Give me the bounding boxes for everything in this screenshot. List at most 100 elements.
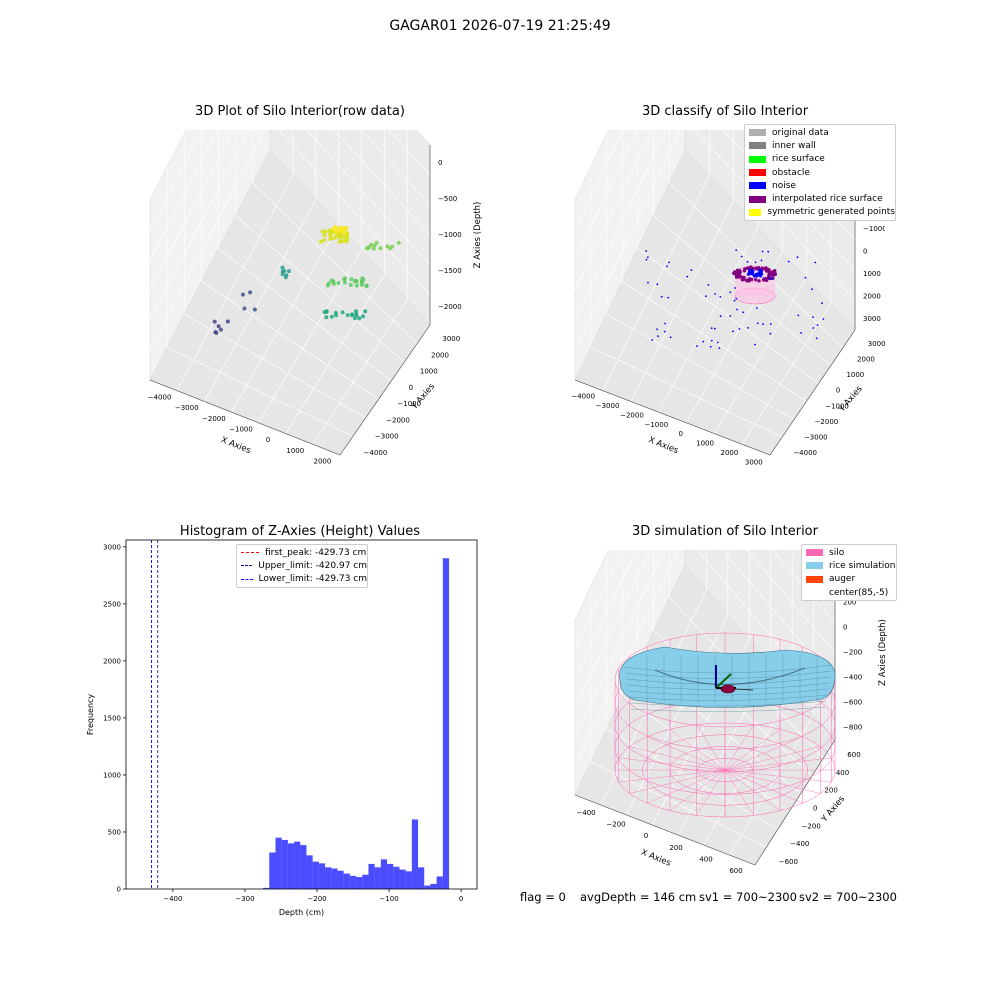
noise-point [754,273,758,277]
cls-x-axis-label: X Axies [647,435,680,456]
sim-z-tick-label: −600 [843,699,862,707]
noise-point [732,330,734,333]
histogram-bar [430,883,437,889]
simulation-legend-item: silo [802,546,896,559]
silo-floor-spoke [629,746,726,771]
cls-x-tick-label: 2000 [721,449,739,457]
raw-y-axis [339,324,431,456]
noise-point [710,327,713,330]
raw-data-point [366,245,371,250]
legend-line [241,565,253,567]
histogram-legend-item: Lower_limit: -429.73 cm [237,573,367,586]
cls-z-tick-label: 3000 [863,315,881,323]
classify-legend: original data inner wall rice surface obsta… [744,124,896,222]
interpolated-point [757,279,761,283]
legend-label: original data [772,127,829,138]
noise-point [718,347,721,350]
raw-data-point [354,283,359,288]
noise-point [787,260,790,263]
histogram-bar [312,861,319,889]
sim-grid [626,614,729,816]
cls-x-axis [574,379,771,456]
raw-data-point [324,309,329,314]
raw-data-point [348,283,353,287]
interpolated-point [765,278,769,282]
silo-floor-spoke [696,724,726,771]
raw-data-point [326,281,331,286]
noise-point [651,339,654,341]
noise-point [804,276,807,279]
raw-data-point [354,309,358,314]
raw-x-tick-label: −3000 [175,404,199,412]
histogram-legend-item: Upper_limit: -420.97 cm [237,559,367,572]
silo-floor-spoke [629,769,726,794]
histogram-bar [269,852,276,889]
x-tick-label: −200 [307,895,326,903]
sim-z-tick-label: 0 [843,624,847,632]
raw-data-point [350,312,354,317]
classify-legend-item: rice surface [745,153,895,166]
raw-data-point [372,243,377,248]
raw-grid [231,224,339,413]
noise-point [656,283,659,286]
cls-y-tick-label: −4000 [793,449,817,457]
x-tick-label: −300 [235,895,254,903]
noise-point [657,335,659,337]
cls-y-tick-label: 1000 [846,371,864,379]
raw-data-point [328,231,333,236]
noise-point [812,327,815,329]
cls-grid [602,175,710,391]
raw-data-point [385,244,390,249]
raw-plot-title: 3D Plot of Silo Interior(row data) [195,104,405,119]
raw-z-axis-label: Z Axies (Depth) [473,202,483,269]
legend-label: Lower_limit: -429.73 cm [258,574,367,585]
noise-point [666,265,668,268]
y-tick-label: 1000 [103,771,121,779]
cls-x-tick-label: −4000 [571,393,595,401]
silo-floor-spoke [724,769,803,804]
sim-grid [606,728,779,830]
histogram-bar [306,855,313,889]
sim-y-tick-label: 0 [813,805,817,813]
raw-data-point [342,280,347,285]
noise-point [815,337,818,340]
sv2-text: sv2 = 700~2300 [799,890,897,904]
simulation-legend-item: auger [802,573,896,586]
legend-label: center(85,-5) [829,587,889,598]
raw-data-point [336,281,341,285]
raw-z-tick-label: −2000 [438,303,462,311]
flag-text: flag = 0 [520,890,566,904]
legend-swatch [749,142,766,150]
silo-floor-spoke [669,729,726,771]
x-axis-label: Depth (cm) [279,908,324,917]
noise-point [696,345,698,347]
sim-y-tick-label: −400 [790,840,809,848]
histogram-legend: first_peak: -429.73 cm Upper_limit: -420.… [236,544,368,588]
noise-point [759,270,763,274]
raw-axes-box [149,130,431,456]
histogram-bar [405,871,412,889]
raw-data-point [340,310,345,315]
raw-data-point [216,324,221,329]
cls-grid [590,346,783,438]
cls-z-tick-label: 2000 [863,292,881,300]
sim-grid [621,696,790,812]
silo-floor-spoke [696,769,726,816]
raw-data-point [214,330,219,335]
cls-z-tick-label: −1000 [863,225,885,233]
sim-z-axis-label: Z Axies (Depth) [878,619,888,686]
raw-x-tick-label: −2000 [202,415,226,423]
interpolated-point [764,266,768,270]
noise-point [772,277,775,280]
raw-data-point [364,284,369,288]
raw-data-point [352,316,357,321]
noise-point [660,295,663,298]
histogram-bar [424,885,431,889]
legend-label: inner wall [772,140,816,151]
raw-data-point [342,277,347,282]
silo-floor-spoke [724,769,781,811]
interpolated-point [761,278,766,282]
noise-point [754,343,756,346]
raw-grid [252,182,418,344]
raw-z-tick-label: −1000 [438,231,462,239]
